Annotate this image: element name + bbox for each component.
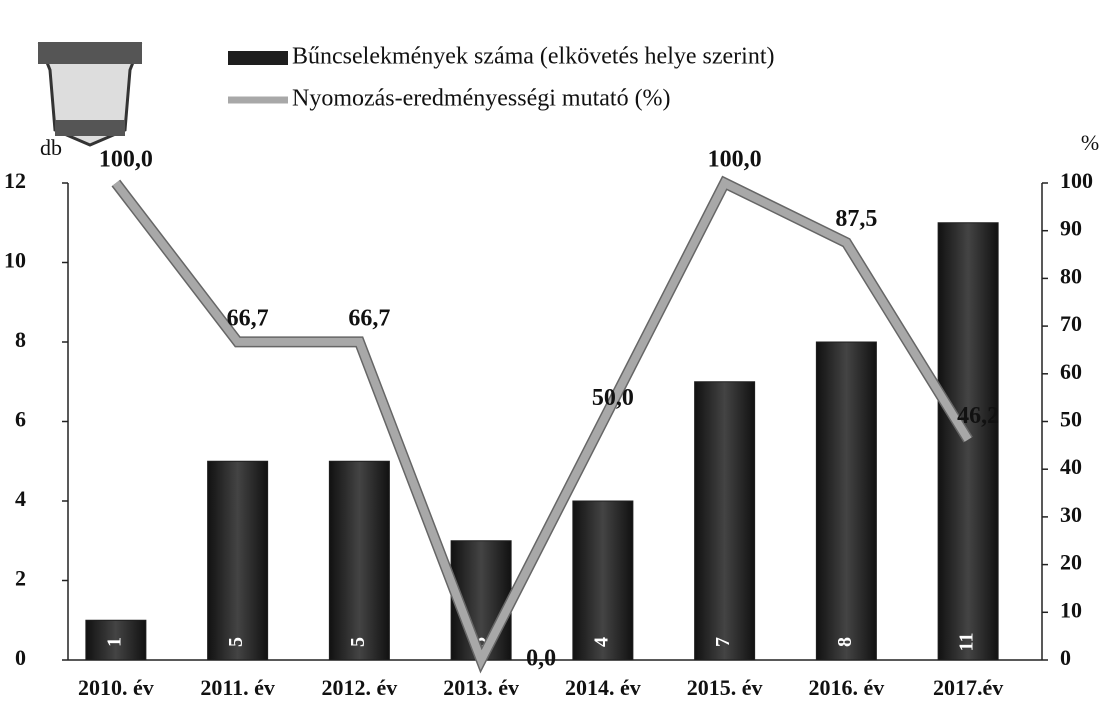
- line-value-label: 66,7: [348, 305, 390, 331]
- bar: [207, 460, 269, 661]
- bar: [694, 381, 756, 661]
- bar: [815, 341, 877, 661]
- bar-value-label: 5: [225, 637, 247, 647]
- y-tick-label: 4: [15, 486, 26, 511]
- y-tick-label: 6: [15, 407, 26, 432]
- y-axis-label: db: [40, 135, 62, 160]
- bar-value-label: 1: [103, 637, 125, 647]
- x-tick-label: 2010. év: [78, 675, 154, 700]
- logo: [37, 42, 143, 147]
- y-tick-label: 8: [15, 327, 26, 352]
- y2-tick-label: 70: [1060, 311, 1082, 336]
- line-value-label: 46,2: [957, 403, 999, 429]
- line-value-label: 50,0: [592, 385, 634, 411]
- bar: [937, 222, 999, 661]
- bar-value-label: 11: [956, 633, 978, 652]
- y2-tick-label: 20: [1060, 550, 1082, 575]
- bar-value-label: 5: [347, 637, 369, 647]
- line-value-label: 100,0: [708, 147, 762, 173]
- y2-tick-label: 100: [1060, 168, 1093, 193]
- legend-label: Nyomozás-eredményességi mutató (%): [292, 86, 671, 112]
- y2-tick-label: 40: [1060, 454, 1082, 479]
- y-tick-label: 2: [15, 566, 26, 591]
- y2-tick-label: 10: [1060, 597, 1082, 622]
- y2-tick-label: 0: [1060, 645, 1071, 670]
- x-tick-label: 2017.év: [933, 675, 1003, 700]
- y-tick-label: 0: [15, 645, 26, 670]
- x-tick-label: 2014. év: [565, 675, 641, 700]
- x-tick-label: 2011. év: [200, 675, 275, 700]
- legend-swatch: [228, 51, 288, 65]
- y-tick-label: 12: [4, 168, 26, 193]
- bar-value-label: 4: [590, 637, 612, 647]
- bar: [85, 619, 147, 661]
- bar: [572, 500, 634, 661]
- bar-value-label: 8: [834, 637, 856, 647]
- x-tick-label: 2016. év: [808, 675, 884, 700]
- y2-tick-label: 30: [1060, 502, 1082, 527]
- line: [112, 177, 972, 670]
- x-tick-label: 2012. év: [321, 675, 397, 700]
- x-tick-label: 2015. év: [687, 675, 763, 700]
- y-tick-label: 10: [4, 248, 26, 273]
- x-tick-label: 2013. év: [443, 675, 519, 700]
- line-value-label: 66,7: [227, 305, 269, 331]
- y2-tick-label: 50: [1060, 407, 1082, 432]
- y2-tick-label: 80: [1060, 263, 1082, 288]
- legend-label: Bűncselekmények száma (elkövetés helye s…: [292, 44, 774, 70]
- bar-value-label: 7: [712, 637, 734, 647]
- line-value-label: 0,0: [526, 646, 556, 672]
- y2-axis-label: %: [1081, 130, 1099, 155]
- y2-tick-label: 60: [1060, 359, 1082, 384]
- y2-tick-label: 90: [1060, 216, 1082, 241]
- line-value-label: 87,5: [835, 206, 877, 232]
- line-value-label: 100,0: [99, 147, 153, 173]
- bar: [328, 460, 390, 661]
